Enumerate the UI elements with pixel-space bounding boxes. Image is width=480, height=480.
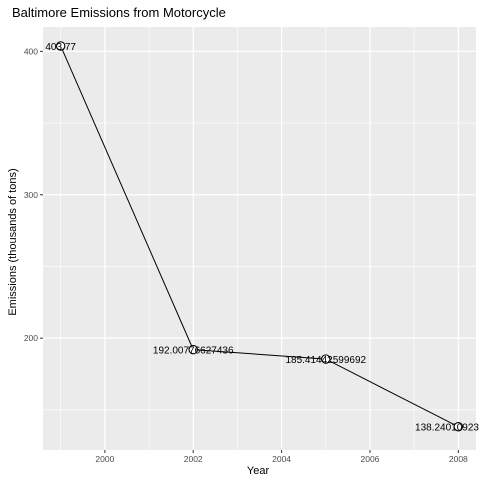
data-label: 403.77 — [45, 42, 76, 53]
x-tick-label: 2000 — [95, 454, 114, 464]
data-label: 185.41442599692 — [285, 355, 366, 366]
major-gridlines — [43, 27, 476, 450]
x-axis-title: Year — [247, 465, 270, 477]
x-tick-label: 2004 — [272, 454, 291, 464]
data-label: 138.24010923 — [415, 423, 479, 434]
x-axis-ticks: 2000 2002 2004 2006 2008 — [95, 450, 468, 464]
y-tick-label: 300 — [24, 190, 38, 200]
data-labels: 403.77 192.00776627436 185.41442599692 138.… — [45, 42, 479, 434]
data-point — [55, 41, 66, 51]
y-axis-ticks: 200 300 400 — [24, 46, 43, 343]
chart-title: Baltimore Emissions from Motorcycle — [12, 5, 226, 20]
series-line — [60, 45, 459, 428]
plot-panel — [43, 27, 476, 450]
x-tick-label: 2008 — [449, 454, 468, 464]
y-tick-label: 200 — [24, 333, 38, 343]
data-point — [188, 344, 198, 355]
x-tick-label: 2006 — [360, 454, 379, 464]
minor-gridlines — [43, 27, 476, 450]
data-points — [55, 41, 464, 432]
data-point — [453, 421, 464, 432]
x-tick-label: 2002 — [184, 454, 203, 464]
y-axis-title: Emissions (thousands of tons) — [7, 168, 19, 315]
data-label: 192.00776627436 — [153, 346, 234, 357]
y-tick-label: 400 — [24, 46, 38, 56]
data-point — [321, 354, 331, 364]
